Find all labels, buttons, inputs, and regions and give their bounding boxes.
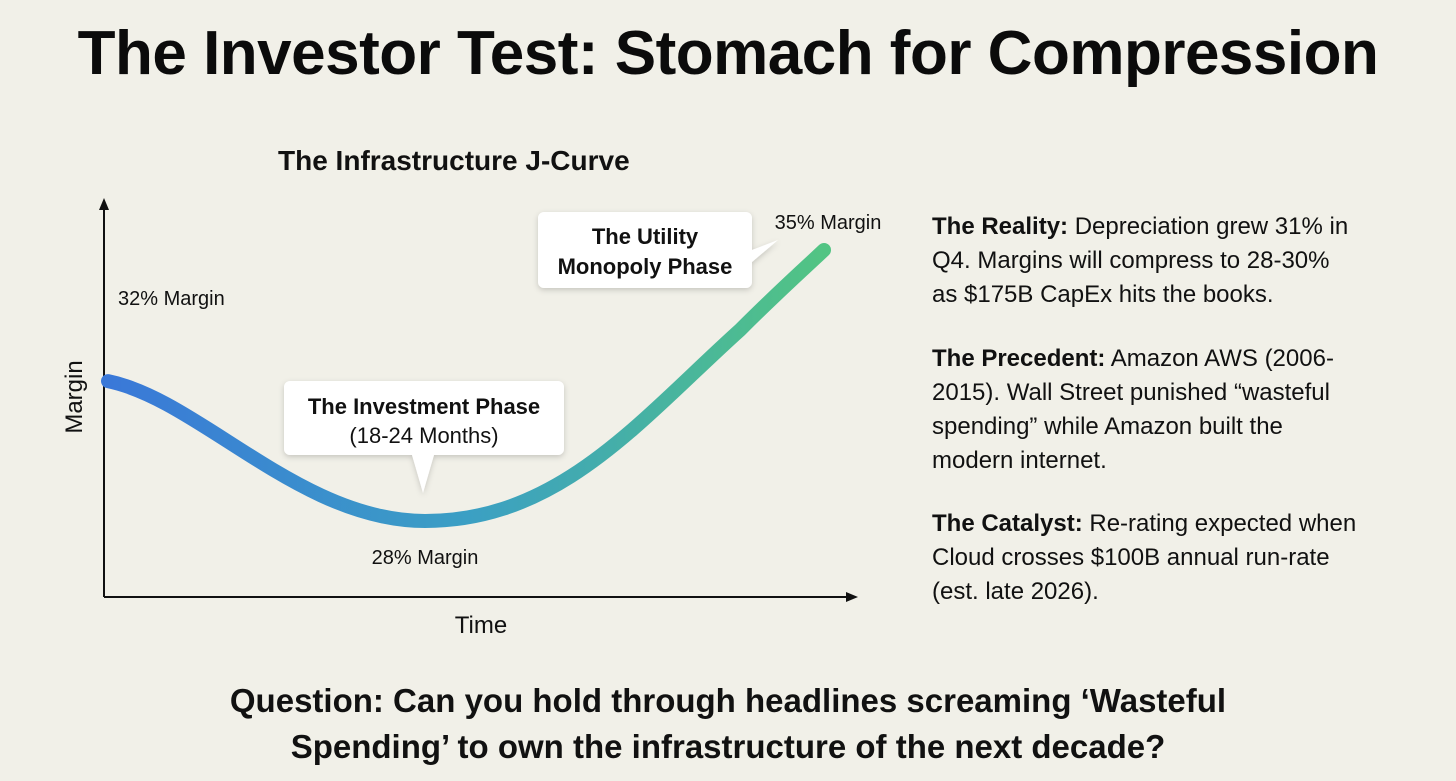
investment-phase-duration: (18-24 Months) — [349, 423, 498, 448]
catalyst-line-2: Cloud crosses $100B annual run-rate — [932, 544, 1330, 571]
x-axis-label: Time — [455, 612, 507, 639]
y-axis-arrow-icon — [99, 198, 109, 210]
end-margin-label: 35% Margin — [775, 212, 882, 234]
utility-phase-callout — [538, 212, 778, 288]
reality-line-2: Q4. Margins will compress to 28-30% — [932, 247, 1330, 274]
utility-phase-line-1: The Utility — [592, 224, 699, 249]
reality-line-3: as $175B CapEx hits the books. — [932, 281, 1274, 308]
j-curve-chart: Time Margin The Investment Phase (18-24 … — [61, 198, 882, 639]
catalyst-line-1: Re-rating expected when — [1089, 510, 1357, 537]
x-axis-arrow-icon — [846, 592, 858, 602]
start-margin-label: 32% Margin — [118, 288, 225, 310]
precedent-line-4: modern internet. — [932, 447, 1107, 474]
precedent-line-2: 2015). Wall Street punished “wasteful — [932, 379, 1330, 406]
investment-phase-title: The Investment Phase — [308, 394, 540, 419]
reality-block: The Reality: Depreciation grew 31% in Q4… — [932, 210, 1442, 312]
precedent-heading: The Precedent: — [932, 345, 1106, 372]
catalyst-heading: The Catalyst: — [932, 510, 1083, 537]
precedent-block: The Precedent: Amazon AWS (2006- 2015). … — [932, 342, 1442, 478]
question-line-2: Spending’ to own the infrastructure of t… — [290, 728, 1166, 765]
chart-title: The Infrastructure J-Curve — [278, 145, 630, 176]
precedent-line-1: Amazon AWS (2006- — [1110, 345, 1334, 372]
catalyst-block: The Catalyst: Re-rating expected when Cl… — [932, 507, 1442, 609]
closing-question: Question: Can you hold through headlines… — [0, 678, 1456, 770]
question-line-1: Question: Can you hold through headlines… — [229, 682, 1227, 719]
catalyst-line-3: (est. late 2026). — [932, 578, 1099, 605]
y-axis-label: Margin — [61, 360, 88, 433]
page-title: The Investor Test: Stomach for Compressi… — [77, 19, 1379, 88]
investment-phase-callout — [284, 381, 564, 493]
margin-curve-line — [101, 243, 831, 529]
reality-line-1: Depreciation grew 31% in — [1074, 213, 1349, 240]
reality-heading: The Reality: — [932, 213, 1069, 240]
trough-margin-label: 28% Margin — [372, 547, 479, 569]
precedent-line-3: spending” while Amazon built the — [932, 413, 1283, 440]
utility-phase-line-2: Monopoly Phase — [558, 254, 733, 279]
